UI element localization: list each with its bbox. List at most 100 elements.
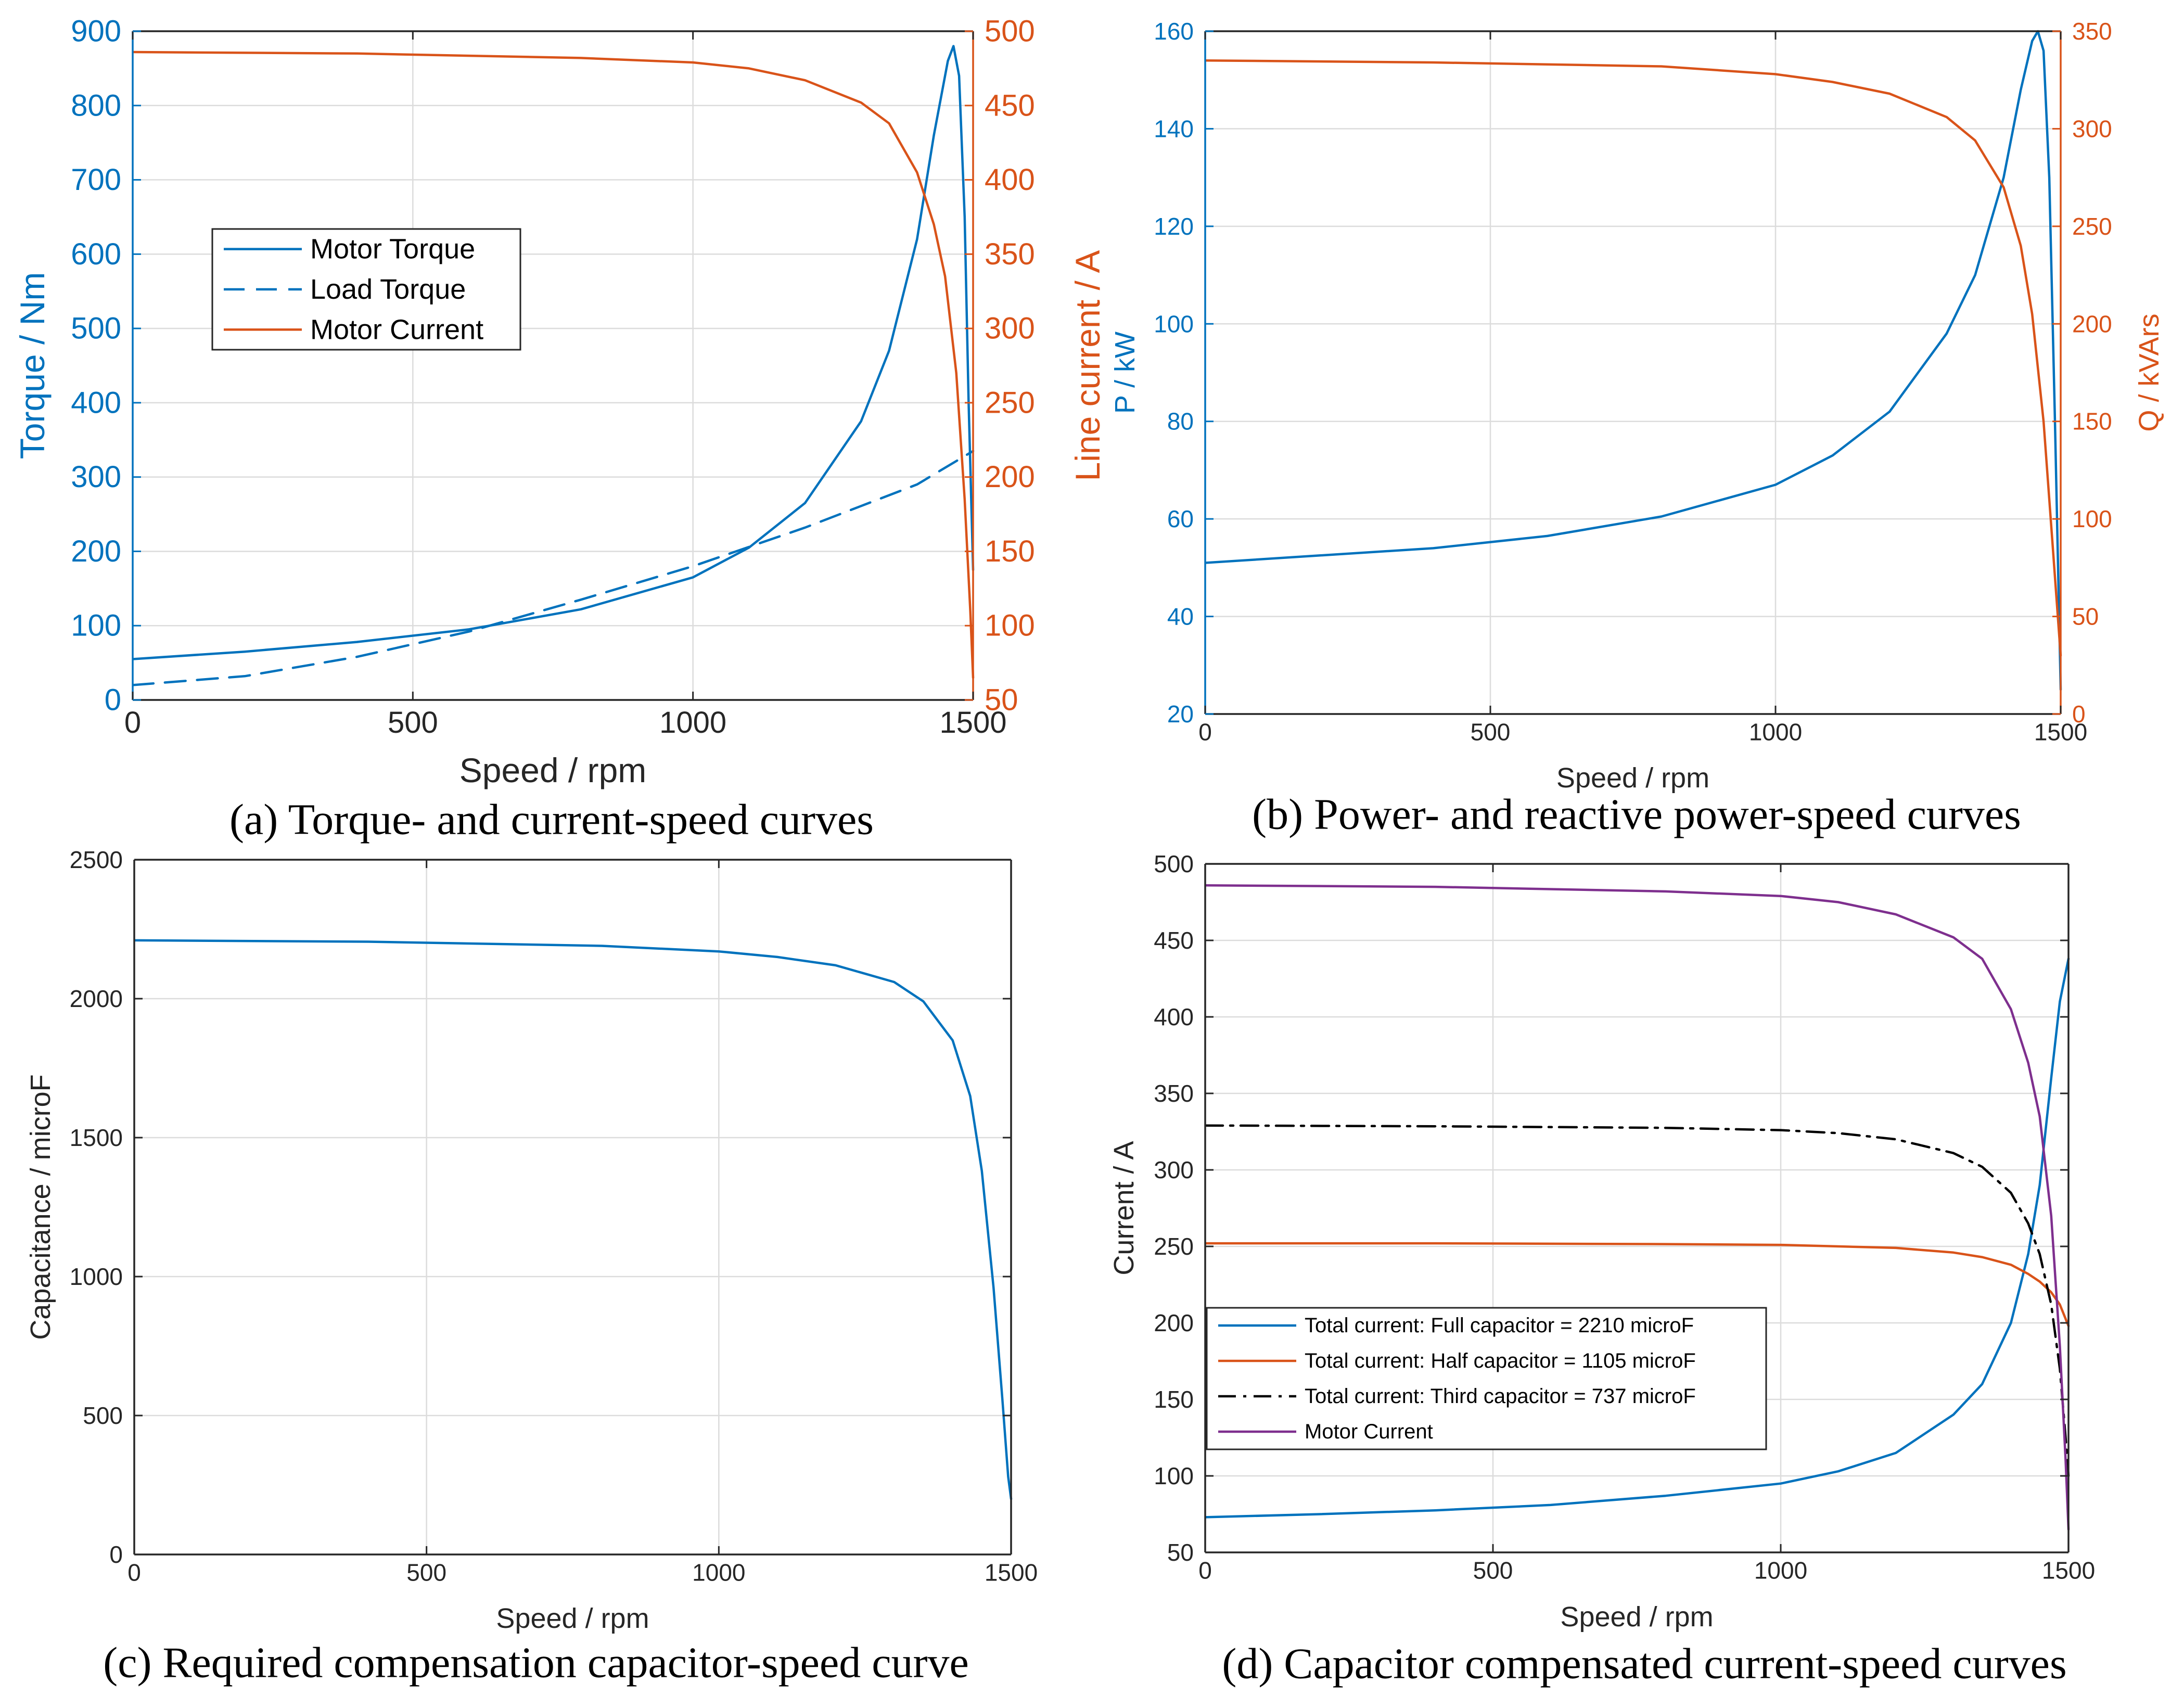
y-tick-label: 450: [1154, 927, 1194, 954]
legend-label: Motor Torque: [310, 234, 475, 265]
y-tick-label: 160: [1154, 18, 1194, 45]
chart-d: 0 500 1000 1500 50 100 150 200 250 300 350 400 450 50…: [1108, 850, 2095, 1688]
y2-tick-label: 250: [2072, 213, 2112, 240]
y2-tick-label: 100: [2072, 505, 2112, 532]
series-line-motor-torque: [133, 45, 975, 660]
y-tick-label: 100: [71, 609, 121, 643]
chart-caption: (d) Capacitor compensated current-speed …: [1222, 1640, 2066, 1688]
y2-tick-label: 400: [985, 163, 1035, 197]
series-line-capacitance: [134, 939, 1013, 1500]
y2-tick-label: 300: [985, 312, 1035, 346]
x-tick-label: 0: [1198, 719, 1212, 746]
y-tick-label: 200: [1154, 1309, 1194, 1336]
series-group: [133, 45, 975, 686]
y-tick-label: 100: [1154, 1462, 1194, 1489]
y-tick-label: 500: [83, 1402, 123, 1429]
x-tick-label: 0: [1198, 1557, 1212, 1584]
y-axis-label: Capacitance / microF: [25, 1074, 56, 1340]
legend-label: Total current: Half capacitor = 1105 mic…: [1305, 1349, 1696, 1372]
y-tick-label: 600: [71, 237, 121, 271]
chart-b: 0 500 1000 1500 20 40 60 80 100 120 140 160 0 50 100 15…: [1109, 18, 2165, 839]
x-tick-label: 0: [124, 706, 141, 740]
legend-label: Total current: Third capacitor = 737 mic…: [1305, 1385, 1696, 1408]
y-tick-label: 20: [1167, 700, 1194, 728]
x-tick-label: 1500: [2034, 719, 2087, 746]
y-tick-label: 500: [1154, 850, 1194, 877]
x-tick-label: 500: [406, 1559, 446, 1586]
y-tick-label: 800: [71, 88, 121, 122]
legend-label: Motor Current: [1305, 1420, 1433, 1443]
y-tick-label: 150: [1154, 1386, 1194, 1413]
y2-tick-label: 100: [985, 609, 1035, 643]
series-group: [1205, 30, 2062, 691]
series-line-total-current-full-capacitor-2210-microf: [1205, 958, 2070, 1519]
x-axis-label: Speed / rpm: [496, 1603, 649, 1634]
chart-c: 0 500 1000 1500 0 500 1000 1500 2000 2500 Speed / …: [25, 846, 1038, 1687]
x-axis-label: Speed / rpm: [1556, 762, 1709, 794]
y2-axis-label: Q / kVArs: [2134, 313, 2165, 431]
series-line-total-current-third-capacitor-737-microf: [1205, 1124, 2070, 1477]
y-tick-label: 350: [1154, 1080, 1194, 1107]
y-tick-label: 2000: [70, 985, 123, 1012]
y-tick-label: 140: [1154, 115, 1194, 142]
y-tick-label: 2500: [70, 846, 123, 873]
y2-tick-label: 500: [985, 15, 1035, 48]
y-tick-label: 300: [71, 460, 121, 494]
y2-tick-label: 250: [985, 386, 1035, 419]
legend-label: Load Torque: [310, 274, 466, 305]
x-tick-label: 1500: [985, 1559, 1038, 1586]
legend-label: Motor Current: [310, 314, 483, 345]
y2-axis-label: Line current / A: [1068, 250, 1107, 481]
x-tick-label: 500: [388, 706, 438, 740]
chart-caption: (b) Power- and reactive power-speed curv…: [1252, 791, 2021, 839]
series-line-motor-current: [133, 50, 975, 679]
y2-tick-label: 50: [2072, 603, 2099, 630]
y2-tick-label: 200: [985, 460, 1035, 494]
x-tick-label: 500: [1471, 719, 1511, 746]
y2-tick-label: 300: [2072, 115, 2112, 142]
x-tick-label: 1000: [1749, 719, 1802, 746]
y-tick-label: 200: [71, 534, 121, 568]
legend: Motor Torque Load Torque Motor Current: [211, 228, 521, 351]
plot-area: [1205, 31, 2061, 714]
y-tick-label: 400: [71, 386, 121, 419]
x-tick-label: 1500: [939, 706, 1006, 740]
legend: Total current: Full capacitor = 2210 mic…: [1206, 1307, 1767, 1450]
series-group: [134, 939, 1013, 1500]
y-tick-label: 900: [71, 15, 121, 48]
y-axis-label: P / kW: [1109, 332, 1141, 414]
y-tick-label: 40: [1167, 603, 1194, 630]
y2-tick-label: 50: [985, 683, 1018, 717]
y2-tick-label: 350: [985, 237, 1035, 271]
y-tick-label: 0: [105, 683, 121, 717]
series-line-load-torque: [133, 450, 975, 686]
chart-caption: (a) Torque- and current-speed curves: [229, 796, 874, 844]
y-axis-label: Torque / Nm: [13, 272, 52, 459]
y-tick-label: 50: [1167, 1539, 1194, 1566]
y2-tick-label: 450: [985, 88, 1035, 122]
x-axis-label: Speed / rpm: [459, 751, 647, 789]
series-line-total-current-half-capacitor-1105-microf: [1205, 1242, 2070, 1328]
series-line-motor-current: [1205, 884, 2070, 1531]
series-group: [1205, 884, 2070, 1531]
plot-area: [134, 860, 1011, 1554]
y-tick-label: 1000: [70, 1263, 123, 1290]
y2-tick-label: 0: [2072, 700, 2086, 728]
y-tick-label: 0: [109, 1541, 123, 1568]
y-tick-label: 700: [71, 163, 121, 197]
legend-label: Total current: Full capacitor = 2210 mic…: [1305, 1314, 1694, 1337]
x-tick-label: 1000: [1754, 1557, 1807, 1584]
y-tick-label: 300: [1154, 1156, 1194, 1183]
y-axis-label: Current / A: [1108, 1141, 1140, 1275]
x-tick-label: 1500: [2042, 1557, 2095, 1584]
y-tick-label: 250: [1154, 1233, 1194, 1260]
chart-a: 0 500 1000 1500 0 100 200 300 400 500 600 700 800 900…: [13, 15, 1107, 844]
y-tick-label: 120: [1154, 213, 1194, 240]
chart-caption: (c) Required compensation capacitor-spee…: [103, 1639, 969, 1687]
x-tick-label: 1000: [659, 706, 726, 740]
y-tick-label: 100: [1154, 310, 1194, 337]
y-tick-label: 60: [1167, 505, 1194, 532]
x-tick-label: 1000: [692, 1559, 745, 1586]
y-tick-label: 400: [1154, 1003, 1194, 1030]
